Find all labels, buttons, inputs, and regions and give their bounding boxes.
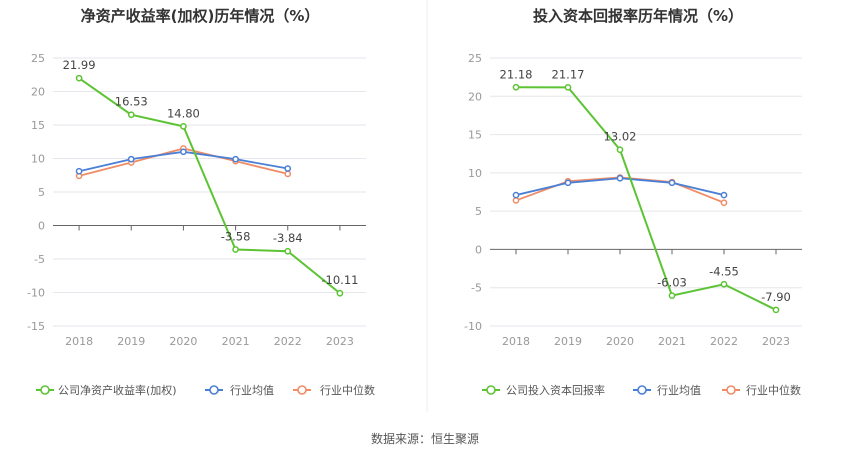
x-tick-label: 2023 xyxy=(762,335,790,348)
legend-label: 行业均值 xyxy=(657,384,701,397)
data-point xyxy=(336,289,344,297)
data-label: -3.58 xyxy=(221,229,251,243)
chart-title: 净资产收益率(加权)历年情况（%） xyxy=(81,7,320,25)
data-label: -7.90 xyxy=(761,290,791,304)
x-tick-label: 2018 xyxy=(65,335,93,348)
data-point xyxy=(616,174,624,182)
data-label: -3.84 xyxy=(273,231,303,245)
legend-label: 公司净资产收益率(加权) xyxy=(58,383,177,397)
x-tick-label: 2019 xyxy=(554,335,582,348)
data-label: -6.03 xyxy=(657,276,687,290)
y-tick-label: 10 xyxy=(31,153,45,166)
data-point xyxy=(127,155,135,163)
x-tick-label: 2022 xyxy=(274,335,302,348)
chart-title: 投入资本回报率历年情况（%） xyxy=(533,7,743,25)
data-point xyxy=(512,197,520,204)
legend-label: 行业中位数 xyxy=(320,383,375,397)
data-point xyxy=(512,83,520,91)
legend-swatch-marker xyxy=(209,385,219,395)
data-point xyxy=(616,146,624,154)
legend-swatch-marker xyxy=(297,385,307,395)
x-tick-label: 2023 xyxy=(326,335,354,348)
legend-label: 行业中位数 xyxy=(746,383,801,397)
data-point xyxy=(232,246,239,253)
x-tick-label: 2018 xyxy=(502,335,530,348)
y-tick-label: -5 xyxy=(34,253,45,266)
y-tick-label: 10 xyxy=(468,167,482,180)
legend-swatch-marker xyxy=(40,385,50,395)
data-point xyxy=(720,280,728,288)
legend-swatch-marker xyxy=(726,385,736,395)
y-tick-label: -10 xyxy=(27,287,45,300)
y-tick-label: -10 xyxy=(464,320,482,333)
legend-swatch-marker xyxy=(486,385,496,395)
data-label: 14.80 xyxy=(167,106,200,120)
data-label: 16.53 xyxy=(115,95,148,109)
x-tick-label: 2019 xyxy=(117,335,145,348)
x-tick-label: 2020 xyxy=(169,335,197,348)
data-point xyxy=(668,292,676,299)
legend-label: 行业均值 xyxy=(230,384,274,397)
series-line xyxy=(515,86,777,311)
data-label: 21.18 xyxy=(500,67,533,81)
roic-chart: 投入资本回报率历年情况（%） 25 20 15 10 5 0 -5 -10 2018 2019 202… xyxy=(464,7,802,397)
data-point xyxy=(668,179,676,187)
data-point xyxy=(564,83,572,91)
y-tick-label: 0 xyxy=(475,243,482,256)
legend-label: 公司投入资本回报率 xyxy=(506,383,605,397)
roe-chart: 净资产收益率(加权)历年情况（%） 25 20 15 10 5 0 -5 -10 -15 2018 2… xyxy=(27,7,375,397)
data-point xyxy=(75,167,83,175)
data-point xyxy=(127,111,135,119)
y-tick-label: 20 xyxy=(31,86,45,99)
data-point xyxy=(232,155,239,163)
data-point xyxy=(512,191,520,199)
data-point xyxy=(720,199,728,207)
data-label: 21.99 xyxy=(63,58,96,72)
data-point xyxy=(180,148,187,156)
x-tick-label: 2020 xyxy=(606,335,634,348)
y-tick-label: 25 xyxy=(31,52,45,65)
data-point xyxy=(564,179,572,187)
x-tick-label: 2021 xyxy=(658,335,686,348)
legend-swatch-marker xyxy=(637,385,647,395)
data-point xyxy=(284,170,292,178)
x-tick-label: 2022 xyxy=(710,335,738,348)
y-tick-label: 5 xyxy=(475,205,482,218)
data-label: 13.02 xyxy=(604,130,637,144)
data-point xyxy=(284,247,292,255)
y-tick-label: 25 xyxy=(468,52,482,65)
data-point xyxy=(720,191,728,199)
y-tick-label: -5 xyxy=(471,282,482,295)
y-tick-label: 20 xyxy=(468,90,482,103)
data-point xyxy=(75,74,83,82)
source-note: 数据来源：恒生聚源 xyxy=(371,431,479,446)
data-point xyxy=(284,165,292,172)
series-line xyxy=(78,77,341,295)
data-label: -4.55 xyxy=(709,264,739,278)
y-tick-label: 0 xyxy=(38,220,45,233)
y-tick-label: 5 xyxy=(38,186,45,199)
data-point xyxy=(772,306,780,314)
data-point xyxy=(180,122,187,130)
data-label: 21.17 xyxy=(552,67,585,81)
y-tick-label: 15 xyxy=(468,129,482,142)
y-tick-label: -15 xyxy=(27,320,45,333)
data-label: -10.11 xyxy=(321,273,358,287)
x-tick-label: 2021 xyxy=(222,335,250,348)
y-tick-label: 15 xyxy=(31,119,45,132)
